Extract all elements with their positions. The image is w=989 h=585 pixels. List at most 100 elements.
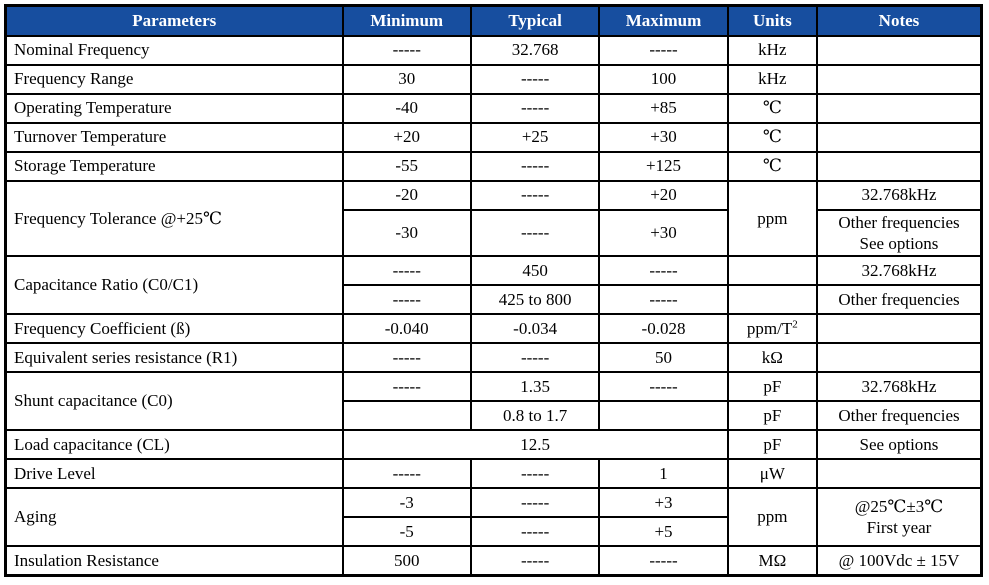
value-cell: +85 (598, 92, 729, 124)
value-cell: -30 (341, 208, 472, 257)
table-row: Drive Level ----- ----- 1 μW (4, 458, 983, 489)
value-cell: 50 (598, 342, 729, 373)
value-cell: +30 (598, 208, 729, 257)
value-cell (815, 313, 983, 344)
value-cell: ℃ (726, 150, 818, 182)
parameter-cell: Nominal Frequency (4, 34, 344, 66)
value-cell: 500 (341, 545, 472, 576)
value-cell: +20 (598, 179, 729, 211)
value-cell: kΩ (726, 342, 818, 373)
value-cell (815, 121, 983, 153)
value-cell: pF (726, 371, 818, 402)
value-cell: 425 to 800 (469, 284, 601, 315)
value-cell: pF (726, 400, 818, 431)
value-cell: ----- (469, 545, 601, 576)
value-cell: ----- (598, 371, 729, 402)
table-row: Operating Temperature -40 ----- +85 ℃ (4, 92, 983, 124)
value-cell: ----- (341, 458, 472, 489)
table-row: Frequency Coefficient (ß) -0.040 -0.034 -0.… (4, 313, 983, 344)
value-cell: MΩ (726, 545, 818, 576)
value-cell: 32.768 (469, 34, 601, 66)
value-cell: -0.040 (341, 313, 472, 344)
value-cell (815, 63, 983, 95)
table-row: Aging -3 ----- +3 ppm @25℃±3℃ First year (4, 487, 983, 547)
table-row: Equivalent series resistance (R1) ----- --… (4, 342, 983, 373)
value-cell (726, 255, 818, 286)
value-cell: ----- (598, 545, 729, 576)
value-cell: -5 (341, 516, 472, 547)
value-cell: ----- (598, 284, 729, 315)
value-cell: ℃ (726, 121, 818, 153)
value-cell: ppm (726, 487, 818, 547)
value-cell: ----- (341, 284, 472, 315)
spec-table: Parameters Minimum Typical Maximum Units Note… (4, 4, 983, 577)
value-cell: @25℃±3℃ First year (815, 487, 983, 547)
value-cell: 32.768kHz (815, 371, 983, 402)
table-row: Turnover Temperature +20 +25 +30 ℃ (4, 121, 983, 153)
value-cell: kHz (726, 63, 818, 95)
value-cell: μW (726, 458, 818, 489)
value-cell (726, 284, 818, 315)
value-cell: ----- (469, 63, 601, 95)
value-cell: pF (726, 429, 818, 460)
table-row: Capacitance Ratio (C0/C1) ----- 450 ----- 32… (4, 255, 983, 315)
value-cell: 450 (469, 255, 601, 286)
value-cell: 32.768kHz (815, 255, 983, 286)
value-cell: ----- (469, 458, 601, 489)
value-cell: Other frequencies (815, 284, 983, 315)
table-row: -30 ----- +30 Other frequencies See options (6, 208, 983, 257)
value-cell (815, 34, 983, 66)
value-cell: +3 (598, 487, 729, 518)
table-row: Frequency Range 30 ----- 100 kHz (4, 63, 983, 95)
parameter-cell: Insulation Resistance (4, 545, 344, 576)
value-cell: ----- (469, 150, 601, 182)
value-cell: 1 (598, 458, 729, 489)
value-cell: 30 (341, 63, 472, 95)
value-cell (598, 400, 729, 431)
value-cell: ----- (598, 34, 729, 66)
value-cell: 0.8 to 1.7 (469, 400, 601, 431)
parameter-cell: Frequency Range (4, 63, 344, 95)
value-cell: ----- (469, 208, 601, 257)
parameter-cell: Turnover Temperature (4, 121, 344, 153)
value-cell: 100 (598, 63, 729, 95)
header-row: Parameters Minimum Typical Maximum Units Note… (4, 4, 983, 37)
value-cell: -20 (341, 179, 472, 211)
value-cell: -55 (341, 150, 472, 182)
value-cell (341, 400, 472, 431)
value-cell: See options (815, 429, 983, 460)
value-cell: ----- (469, 92, 601, 124)
value-cell: ----- (341, 342, 472, 373)
value-cell: @ 100Vdc ± 15V (815, 545, 983, 576)
parameter-cell: Aging (4, 487, 344, 547)
value-cell: -3 (341, 487, 472, 518)
value-cell: 32.768kHz (815, 179, 983, 211)
table-body: Nominal Frequency ----- 32.768 ----- kHz Freq… (4, 34, 983, 576)
parameter-cell: Frequency Coefficient (ß) (4, 313, 344, 344)
value-cell (815, 342, 983, 373)
column-header-parameters: Parameters (4, 4, 344, 37)
table-row: Insulation Resistance 500 ----- ----- MΩ @ 10… (4, 545, 983, 576)
value-cell: 1.35 (469, 371, 601, 402)
value-cell: 12.5 (341, 429, 729, 460)
column-header-minimum: Minimum (341, 4, 472, 37)
table-row: -5 ----- +5 (6, 516, 982, 547)
parameter-cell: Operating Temperature (4, 92, 344, 124)
column-header-typical: Typical (469, 4, 601, 37)
table-row: Storage Temperature -55 ----- +125 ℃ (4, 150, 983, 182)
table-row: Shunt capacitance (C0) ----- 1.35 ----- pF 32… (4, 371, 983, 431)
value-cell: kHz (726, 34, 818, 66)
column-header-maximum: Maximum (598, 4, 729, 37)
value-cell: -40 (341, 92, 472, 124)
value-cell (815, 150, 983, 182)
value-cell: -0.028 (598, 313, 729, 344)
value-cell: +5 (598, 516, 729, 547)
parameter-cell: Storage Temperature (4, 150, 344, 182)
value-cell: ----- (469, 487, 601, 518)
value-cell: ppm/T2 (726, 313, 818, 344)
parameter-cell: Load capacitance (CL) (4, 429, 344, 460)
value-cell: +125 (598, 150, 729, 182)
value-cell: ℃ (726, 92, 818, 124)
table-row: Nominal Frequency ----- 32.768 ----- kHz (4, 34, 983, 66)
table-row: ----- 425 to 800 ----- Other frequencies (6, 284, 983, 315)
